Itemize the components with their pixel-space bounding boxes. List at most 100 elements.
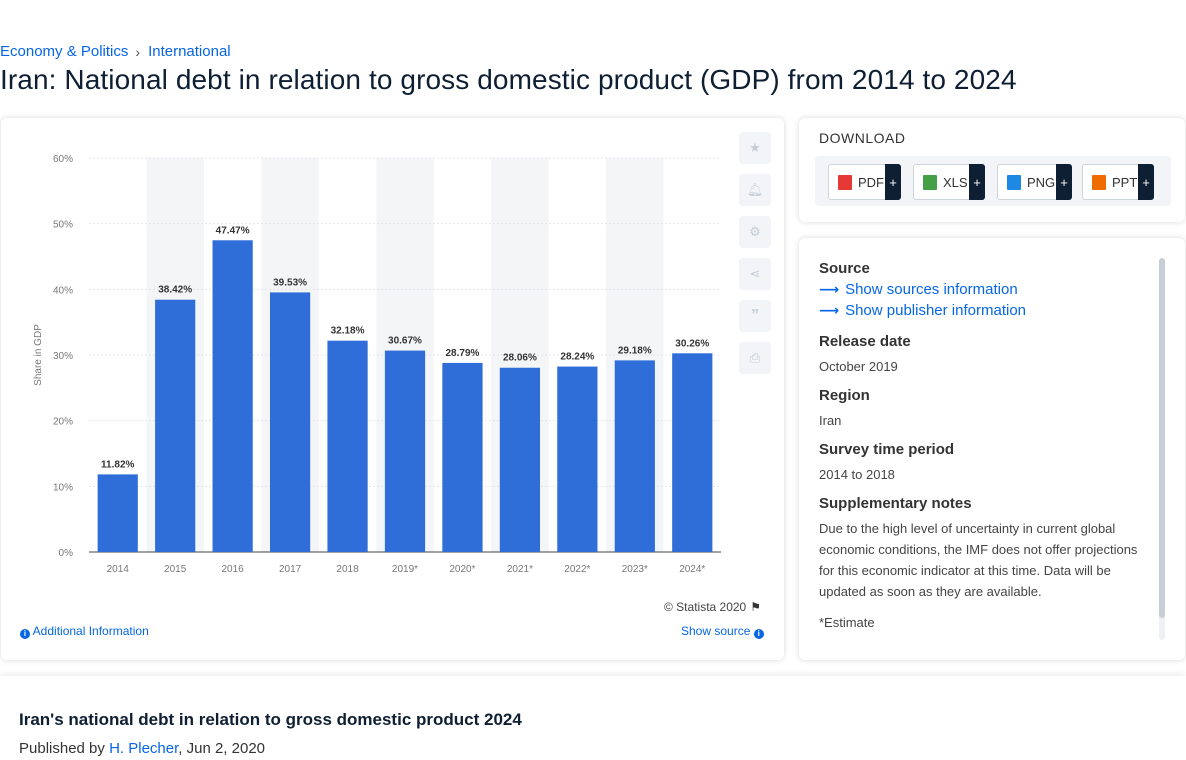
data-label: 11.82% bbox=[101, 459, 134, 470]
chevron-right-icon: › bbox=[135, 43, 141, 60]
x-tick-label: 2024* bbox=[679, 564, 705, 575]
x-tick-label: 2015 bbox=[164, 564, 187, 575]
scrollbar-thumb[interactable] bbox=[1159, 258, 1165, 618]
info-icon: i bbox=[20, 629, 30, 639]
favorite-button[interactable]: ★ bbox=[739, 132, 771, 164]
bar bbox=[327, 340, 368, 552]
png-file-icon bbox=[1007, 174, 1021, 190]
bell-icon: 🔔︎ bbox=[746, 182, 764, 197]
additional-information-link[interactable]: i Additional Information bbox=[20, 624, 149, 639]
source-card: Source ⟶ Show sources information ⟶ Show p… bbox=[799, 238, 1185, 660]
download-ppt-button[interactable]: PPT + bbox=[1082, 164, 1154, 200]
x-tick-label: 2020* bbox=[449, 564, 475, 575]
show-source-link[interactable]: Show source i bbox=[681, 624, 764, 639]
bar bbox=[499, 367, 541, 552]
download-png-button[interactable]: PNG + bbox=[997, 164, 1072, 200]
download-pdf-button[interactable]: PDF + bbox=[828, 164, 901, 200]
article-title: Iran's national debt in relation to gros… bbox=[19, 710, 522, 729]
x-tick-label: 2023* bbox=[622, 564, 648, 575]
region-heading: Region bbox=[819, 387, 870, 404]
y-tick-label: 50% bbox=[53, 220, 73, 231]
estimate-note: *Estimate bbox=[819, 615, 875, 630]
source-heading: Source bbox=[819, 260, 870, 277]
arrow-right-icon: ⟶ bbox=[819, 302, 840, 318]
data-label: 28.06% bbox=[503, 353, 537, 364]
bar bbox=[155, 299, 196, 552]
y-tick-label: 10% bbox=[53, 482, 73, 493]
plus-icon[interactable]: + bbox=[1138, 164, 1154, 200]
y-tick-label: 30% bbox=[53, 351, 73, 362]
y-tick-label: 60% bbox=[53, 154, 73, 165]
bar bbox=[442, 362, 483, 552]
release-date-value: October 2019 bbox=[819, 359, 898, 374]
bar bbox=[614, 360, 655, 552]
flag-icon: ⚑ bbox=[750, 600, 761, 614]
download-buttons: PDF + XLS + PNG + PPT + bbox=[815, 156, 1171, 206]
data-label: 29.18% bbox=[618, 345, 652, 356]
print-icon: ⎙ bbox=[749, 350, 761, 365]
show-sources-link[interactable]: ⟶ Show sources information bbox=[819, 281, 1018, 298]
supplementary-notes-value: Due to the high level of uncertainty in … bbox=[819, 521, 1138, 599]
page-title: Iran: National debt in relation to gross… bbox=[0, 64, 1017, 95]
survey-period-heading: Survey time period bbox=[819, 441, 955, 458]
cite-button[interactable]: ” bbox=[739, 300, 771, 332]
ppt-file-icon bbox=[1092, 174, 1106, 190]
data-label: 32.18% bbox=[331, 326, 365, 337]
y-tick-label: 20% bbox=[53, 417, 73, 428]
article-section: Iran's national debt in relation to gros… bbox=[0, 676, 1186, 760]
quote-icon: ” bbox=[751, 307, 759, 324]
x-tick-label: 2019* bbox=[392, 564, 418, 575]
chart-card: 0% 10% 20% 30% 40% 50% 60% Share in GDP 11.82% 20… bbox=[1, 118, 784, 660]
bar bbox=[212, 240, 253, 552]
breadcrumb-link-international[interactable]: International bbox=[148, 43, 231, 60]
arrow-right-icon: ⟶ bbox=[819, 281, 840, 297]
release-date-heading: Release date bbox=[819, 333, 911, 350]
star-icon: ★ bbox=[749, 140, 761, 155]
data-label: 30.67% bbox=[388, 336, 422, 347]
scrollbar[interactable] bbox=[1159, 258, 1165, 640]
breadcrumb: Economy & Politics › International bbox=[0, 43, 231, 60]
y-axis-title: Share in GDP bbox=[33, 324, 44, 386]
plus-icon[interactable]: + bbox=[885, 164, 901, 200]
bar bbox=[97, 474, 138, 552]
xls-file-icon bbox=[923, 174, 937, 190]
share-button[interactable]: ⋖ bbox=[739, 258, 771, 290]
x-tick-label: 2021* bbox=[507, 564, 533, 575]
survey-period-value: 2014 to 2018 bbox=[819, 467, 895, 482]
download-card: DOWNLOAD PDF + XLS + PNG + PPT + bbox=[799, 118, 1185, 222]
notification-button[interactable]: 🔔︎ bbox=[739, 174, 771, 206]
published-by: Published by H. Plecher, Jun 2, 2020 bbox=[19, 740, 266, 757]
bar bbox=[672, 353, 713, 552]
show-publisher-link[interactable]: ⟶ Show publisher information bbox=[819, 302, 1027, 319]
plus-icon[interactable]: + bbox=[1056, 164, 1072, 200]
data-label: 38.42% bbox=[158, 285, 192, 296]
supplementary-notes-heading: Supplementary notes bbox=[819, 495, 972, 512]
gear-icon: ⚙ bbox=[749, 224, 761, 239]
data-label: 28.24% bbox=[560, 352, 594, 363]
region-value: Iran bbox=[819, 413, 842, 428]
pdf-file-icon bbox=[838, 174, 852, 190]
source-details[interactable]: Source ⟶ Show sources information ⟶ Show p… bbox=[819, 260, 1149, 642]
x-tick-label: 2017 bbox=[279, 564, 302, 575]
info-icon: i bbox=[753, 629, 764, 639]
data-label: 30.26% bbox=[675, 338, 709, 349]
breadcrumb-link-economy[interactable]: Economy & Politics bbox=[0, 43, 129, 60]
statista-credit: © Statista 2020 ⚑ bbox=[664, 600, 761, 614]
data-label: 47.47% bbox=[216, 225, 250, 236]
author-link[interactable]: H. Plecher bbox=[109, 740, 179, 757]
download-title: DOWNLOAD bbox=[819, 130, 906, 146]
download-xls-button[interactable]: XLS + bbox=[913, 164, 985, 200]
settings-button[interactable]: ⚙ bbox=[739, 216, 771, 248]
x-tick-label: 2016 bbox=[222, 564, 245, 575]
data-label: 39.53% bbox=[273, 277, 307, 288]
print-button[interactable]: ⎙ bbox=[739, 342, 771, 374]
share-icon: ⋖ bbox=[749, 266, 761, 281]
bar bbox=[269, 292, 311, 552]
y-tick-label: 0% bbox=[59, 548, 74, 559]
bar bbox=[557, 366, 598, 552]
plus-icon[interactable]: + bbox=[969, 164, 985, 200]
data-label: 28.79% bbox=[445, 348, 479, 359]
x-tick-label: 2018 bbox=[336, 564, 359, 575]
x-tick-label: 2022* bbox=[564, 564, 590, 575]
bar-chart: 0% 10% 20% 30% 40% 50% 60% Share in GDP 11.82% 20… bbox=[33, 154, 721, 575]
